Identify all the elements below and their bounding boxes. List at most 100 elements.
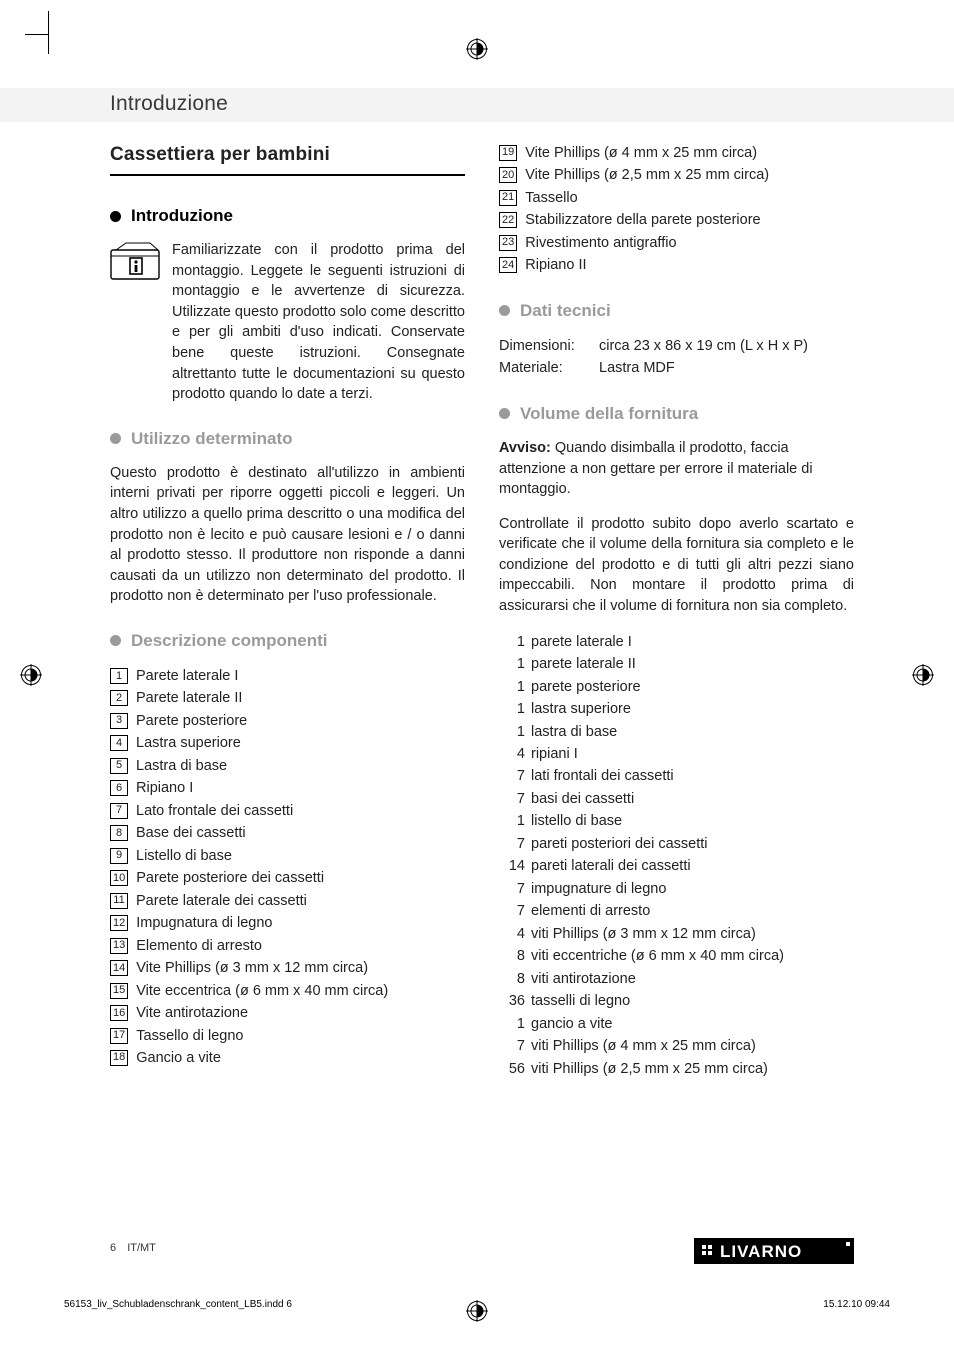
- brand-logo: LIVARNO: [694, 1238, 854, 1264]
- component-row: 12 Impugnatura di legno: [110, 912, 465, 934]
- component-label: Parete posteriore dei cassetti: [136, 867, 324, 889]
- component-row: 2Parete laterale II: [110, 687, 465, 709]
- supply-row: 1 parete laterale II: [499, 653, 854, 675]
- component-number: 18: [110, 1050, 128, 1066]
- component-row: 17Tassello di legno: [110, 1025, 465, 1047]
- supply-qty: 56: [499, 1058, 525, 1080]
- component-number: 17: [110, 1028, 128, 1044]
- spec-key: Dimensioni:: [499, 335, 585, 357]
- component-row: 23 Rivestimento antigraffio: [499, 232, 854, 254]
- component-number: 21: [499, 190, 517, 206]
- component-number: 24: [499, 257, 517, 273]
- supply-qty: 1: [499, 698, 525, 720]
- supply-qty: 1: [499, 676, 525, 698]
- svg-text:LIVARNO: LIVARNO: [720, 1242, 802, 1261]
- component-row: 9Listello di base: [110, 845, 465, 867]
- supply-label: elementi di arresto: [531, 900, 650, 922]
- specs-table: Dimensioni:circa 23 x 86 x 19 cm (L x H …: [499, 335, 854, 380]
- supply-label: gancio a vite: [531, 1013, 612, 1035]
- supply-row: 1parete posteriore: [499, 676, 854, 698]
- spec-value: Lastra MDF: [599, 357, 675, 379]
- supply-label: viti Phillips (ø 4 mm x 25 mm circa): [531, 1035, 756, 1057]
- component-number: 22: [499, 212, 517, 228]
- supply-label: lastra di base: [531, 721, 617, 743]
- use-text: Questo prodotto è destinato all'utilizzo…: [110, 463, 465, 607]
- component-label: Vite Phillips (ø 4 mm x 25 mm circa): [525, 142, 757, 164]
- supply-qty: 4: [499, 923, 525, 945]
- supply-qty: 1: [499, 653, 525, 675]
- component-number: 1: [110, 668, 128, 684]
- component-label: Ripiano I: [136, 777, 193, 799]
- component-number: 23: [499, 235, 517, 251]
- component-row: 10 Parete posteriore dei cassetti: [110, 867, 465, 889]
- supply-row: 56viti Phillips (ø 2,5 mm x 25 mm circa): [499, 1058, 854, 1080]
- supply-qty: 7: [499, 1035, 525, 1057]
- supply-para: Controllate il prodotto subito dopo aver…: [499, 514, 854, 617]
- components-list: 1Parete laterale I2Parete laterale II3Pa…: [110, 665, 465, 1069]
- component-number: 4: [110, 735, 128, 751]
- component-row: 19 Vite Phillips (ø 4 mm x 25 mm circa): [499, 142, 854, 164]
- section-heading-supply: Volume della fornitura: [499, 402, 854, 426]
- component-label: Vite antirotazione: [136, 1002, 248, 1024]
- component-row: 3Parete posteriore: [110, 710, 465, 732]
- component-number: 20: [499, 167, 517, 183]
- supply-qty: 8: [499, 968, 525, 990]
- component-label: Vite Phillips (ø 2,5 mm x 25 mm circa): [525, 164, 769, 186]
- supply-row: 7pareti posteriori dei cassetti: [499, 833, 854, 855]
- supply-row: 7lati frontali dei cassetti: [499, 765, 854, 787]
- right-column: 19 Vite Phillips (ø 4 mm x 25 mm circa) 20…: [499, 142, 854, 1080]
- component-row: 15Vite eccentrica (ø 6 mm x 40 mm circa): [110, 980, 465, 1002]
- supply-qty: 7: [499, 833, 525, 855]
- component-row: 8Base dei cassetti: [110, 822, 465, 844]
- spec-key: Materiale:: [499, 357, 585, 379]
- component-row: 18Gancio a vite: [110, 1047, 465, 1069]
- component-row: 6Ripiano I: [110, 777, 465, 799]
- supply-row: 14pareti laterali dei cassetti: [499, 855, 854, 877]
- supply-qty: 8: [499, 945, 525, 967]
- section-heading-use: Utilizzo determinato: [110, 427, 465, 451]
- supply-row: 7elementi di arresto: [499, 900, 854, 922]
- section-heading-intro: Introduzione: [110, 204, 465, 228]
- supply-qty: 4: [499, 743, 525, 765]
- supply-label: parete laterale I: [531, 631, 632, 653]
- component-row: 16 Vite antirotazione: [110, 1002, 465, 1024]
- supply-note: Avviso: Quando disimballa il prodotto, f…: [499, 438, 854, 500]
- left-column: Cassettiera per bambini Introduzione Fam…: [110, 142, 465, 1080]
- component-number: 8: [110, 825, 128, 841]
- component-label: Parete laterale II: [136, 687, 242, 709]
- supply-row: 4viti Phillips (ø 3 mm x 12 mm circa): [499, 923, 854, 945]
- supply-list: 1 parete laterale I 1 parete laterale II1pa…: [499, 631, 854, 1080]
- component-number: 3: [110, 713, 128, 729]
- component-row: 5Lastra di base: [110, 755, 465, 777]
- registration-mark-icon: [466, 38, 488, 60]
- components-list-continued: 19 Vite Phillips (ø 4 mm x 25 mm circa) 20…: [499, 142, 854, 277]
- supply-qty: 1: [499, 810, 525, 832]
- supply-label: ripiani I: [531, 743, 578, 765]
- component-number: 11: [110, 893, 128, 909]
- slug-line: 56153_liv_Schubladenschrank_content_LB5.…: [64, 1299, 890, 1310]
- page-footer: 6 IT/MT: [110, 1242, 156, 1254]
- supply-qty: 7: [499, 788, 525, 810]
- component-label: Rivestimento antigraffio: [525, 232, 676, 254]
- component-number: 13: [110, 938, 128, 954]
- component-label: Impugnatura di legno: [136, 912, 272, 934]
- supply-qty: 1: [499, 1013, 525, 1035]
- component-number: 12: [110, 915, 128, 931]
- supply-row: 36tasselli di legno: [499, 990, 854, 1012]
- component-label: Ripiano II: [525, 254, 586, 276]
- component-label: Stabilizzatore della parete posteriore: [525, 209, 760, 231]
- supply-label: parete laterale II: [531, 653, 636, 675]
- component-number: 14: [110, 960, 128, 976]
- supply-row: 1 gancio a vite: [499, 1013, 854, 1035]
- component-number: 16: [110, 1005, 128, 1021]
- info-icon: [110, 242, 160, 280]
- registration-mark-icon: [912, 664, 934, 686]
- component-number: 10: [110, 870, 128, 886]
- component-number: 19: [499, 145, 517, 161]
- supply-row: 1listello di base: [499, 810, 854, 832]
- registration-mark-icon: [20, 664, 42, 686]
- component-number: 5: [110, 758, 128, 774]
- component-row: 21Tassello: [499, 187, 854, 209]
- component-row: 14Vite Phillips (ø 3 mm x 12 mm circa): [110, 957, 465, 979]
- component-row: 11Parete laterale dei cassetti: [110, 890, 465, 912]
